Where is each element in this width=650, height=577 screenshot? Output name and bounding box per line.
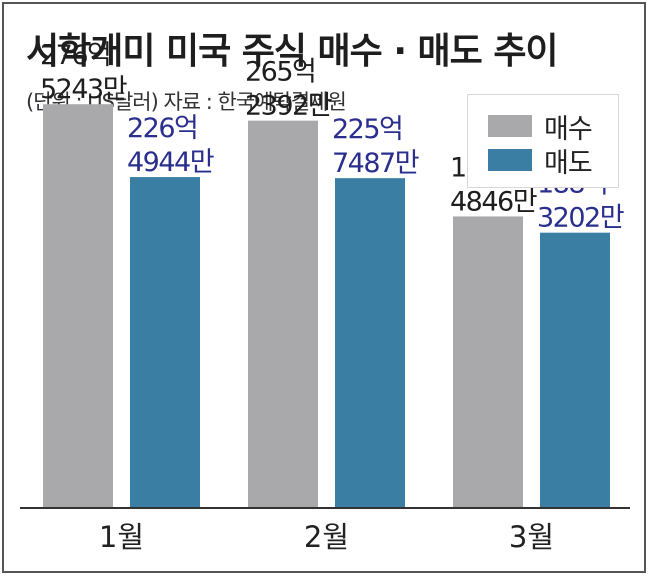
bar-value-man: 4846만 (450, 186, 537, 217)
legend-label-sell: 매도 (544, 147, 593, 179)
bar-value-label: 265억 2392만 (245, 57, 332, 122)
bar-sell-2 (335, 178, 405, 507)
legend-item-buy: 매수 (488, 111, 593, 145)
bar-value-eok: 276억 (40, 40, 110, 71)
chart-title: 서학개미 미국 주식 매수 · 매도 추이 (26, 31, 559, 72)
legend-swatch-sell (488, 149, 532, 171)
bar-buy-2 (248, 120, 318, 508)
legend-item-sell: 매도 (488, 145, 593, 179)
bar-value-label: 276억 5243만 (40, 40, 127, 105)
legend: 매수 매도 (467, 94, 619, 188)
bar-buy-1 (43, 104, 113, 508)
bar-value-man: 5243만 (40, 74, 127, 105)
bar-value-eok: 265억 (245, 57, 315, 88)
x-tick-label: 2월 (304, 520, 349, 554)
bar-sell-1 (130, 177, 200, 507)
bar-group: 276억5243만226억4944만265억2392만225억7487만199억… (40, 40, 625, 508)
bar-value-eok: 226억 (127, 113, 197, 144)
bar-value-man: 4944만 (127, 147, 214, 178)
bar-value-man: 2392만 (245, 91, 332, 122)
bar-value-man: 7487만 (332, 148, 419, 179)
bar-buy-3 (453, 216, 523, 508)
x-tick-label: 3월 (509, 520, 554, 554)
bar-value-eok: 225억 (332, 114, 402, 145)
legend-swatch-buy (488, 115, 532, 137)
legend-label-buy: 매수 (544, 113, 593, 145)
bar-value-label: 226억 4944만 (127, 113, 214, 178)
bar-sell-3 (540, 232, 610, 507)
bar-value-man: 3202만 (537, 203, 624, 234)
x-axis-ticks: 1월 2월 3월 (99, 520, 554, 554)
bar-value-label: 225억 7487만 (332, 114, 419, 179)
x-tick-label: 1월 (99, 520, 144, 554)
